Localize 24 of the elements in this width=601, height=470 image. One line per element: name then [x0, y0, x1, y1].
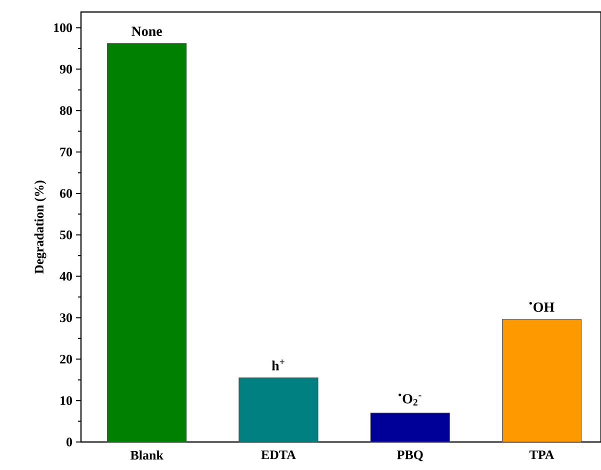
bar: [370, 412, 450, 442]
y-tick-label: 100: [54, 23, 72, 32]
bar: [238, 377, 318, 442]
x-tick-label: Blank: [130, 450, 164, 460]
y-tick-label: 20: [60, 354, 72, 364]
bar: [502, 319, 582, 442]
x-tick-label: EDTA: [261, 450, 296, 460]
annotation: $^{•}$OH: [529, 302, 554, 312]
y-tick-label: 30: [60, 313, 72, 322]
x-tick-label: TPA: [530, 450, 554, 460]
y-tick-label: 90: [60, 64, 72, 74]
y-tick-label: 10: [60, 396, 72, 405]
y-tick-label: 40: [60, 272, 72, 281]
y-tick-label: 50: [60, 230, 72, 240]
y-tick-label: 70: [60, 148, 72, 156]
annotation: h$^{+}$: [272, 360, 284, 370]
y-tick-label: 60: [60, 189, 72, 198]
x-tick-label: PBQ: [397, 450, 423, 462]
annotation: None: [132, 26, 162, 36]
y-axis-title: Degradation (%): [34, 180, 46, 274]
bar: [107, 43, 187, 442]
annotation: $^{•}$O$_{2}$-: [398, 394, 422, 406]
y-tick-label: 80: [60, 106, 72, 115]
y-tick-label: 0: [66, 438, 72, 446]
